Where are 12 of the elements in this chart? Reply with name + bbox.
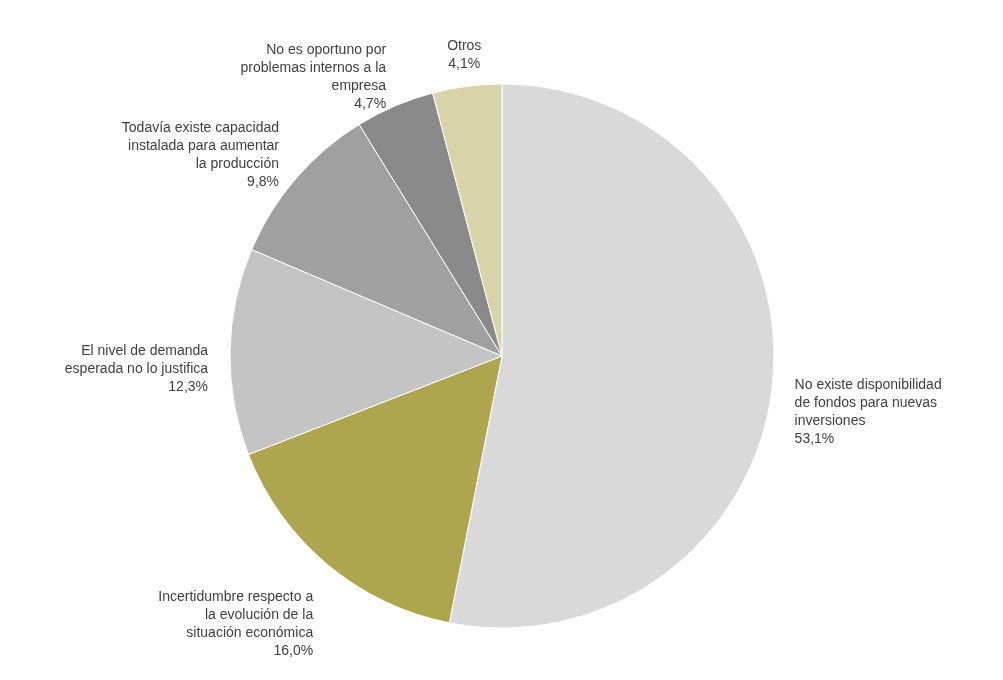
data-label: 53,1% [794,429,835,446]
slice-label: No es oportuno por problemas internos a la empresa [240,40,387,93]
data-label: 4,7% [354,94,387,111]
data-label: 16,0% [273,642,314,659]
data-label: 9,8% [247,173,280,190]
data-label: 12,3% [168,378,209,395]
slice-label: No existe disponibilidad de fondos para nuevas inversiones [794,375,942,428]
slice-label: Incertidumbre respecto a la evolución de la situación económica [158,588,314,641]
data-label: 4,1% [448,55,481,72]
slice-label: El nivel de demanda esperada no lo justifica [64,342,209,377]
slice-label: Todavía existe capacidad instalada para aumentar la producción [121,119,280,172]
slice-label: Otros [447,37,482,54]
